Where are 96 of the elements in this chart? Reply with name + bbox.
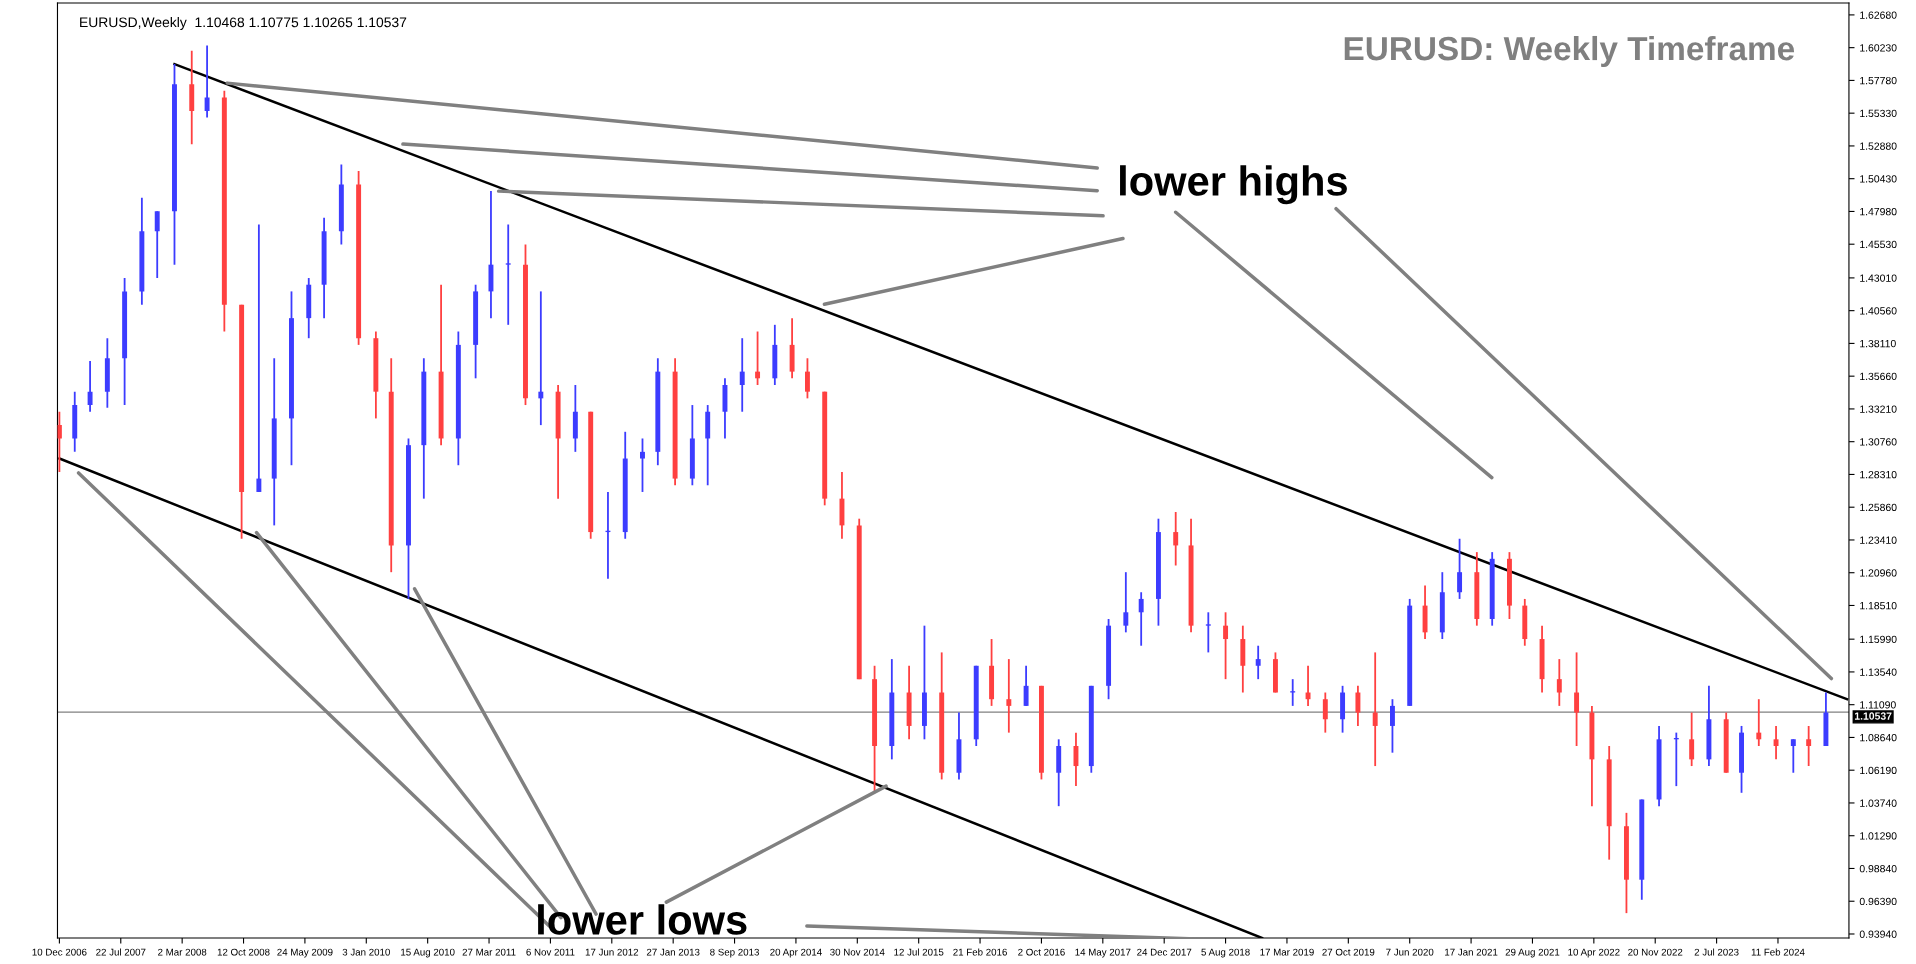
y-tick-label: 1.43010 bbox=[1860, 274, 1897, 282]
x-tick-label: 17 Jan 2021 bbox=[1445, 948, 1498, 956]
y-tick-label: 1.13540 bbox=[1860, 668, 1897, 676]
y-tick-label: 1.52880 bbox=[1860, 142, 1897, 150]
candlestick bbox=[1756, 698, 1762, 747]
x-tick-label: 30 Nov 2014 bbox=[830, 948, 885, 956]
y-tick-label: 1.20960 bbox=[1860, 569, 1897, 577]
annotation: lower highs bbox=[1120, 165, 1347, 205]
candlestick bbox=[204, 44, 210, 119]
candlestick bbox=[1138, 591, 1144, 647]
x-tick-label: 24 May 2009 bbox=[277, 948, 333, 958]
y-tick-label: 1.62680 bbox=[1860, 11, 1897, 19]
candlestick bbox=[739, 337, 745, 413]
y-tick-label: 1.60230 bbox=[1860, 44, 1897, 52]
y-tick-label: 1.55330 bbox=[1860, 109, 1897, 118]
candlestick bbox=[1372, 651, 1378, 767]
x-tick-label: 11 Feb 2024 bbox=[1751, 948, 1805, 956]
candlestick bbox=[1173, 511, 1179, 567]
x-tick-label: 17 Jun 2012 bbox=[585, 948, 639, 956]
x-tick-label: 27 Jan 2013 bbox=[646, 948, 700, 956]
y-tick-label: 0.98840 bbox=[1859, 864, 1897, 873]
candlestick bbox=[804, 357, 810, 400]
y-tick-label: 1.40560 bbox=[1860, 307, 1897, 315]
candlestick bbox=[1556, 658, 1562, 707]
x-tick-label: 10 Apr 2022 bbox=[1568, 948, 1620, 958]
candlestick bbox=[1322, 691, 1328, 734]
candlestick bbox=[1205, 611, 1211, 654]
y-tick-label: 1.15990 bbox=[1860, 635, 1897, 644]
candlestick bbox=[1255, 644, 1261, 681]
x-tick-label: 14 May 2017 bbox=[1075, 948, 1131, 958]
candlestick bbox=[1457, 537, 1463, 600]
y-tick-label: 1.38110 bbox=[1860, 339, 1896, 348]
candlestick bbox=[755, 330, 761, 386]
y-tick-label: 1.01290 bbox=[1860, 832, 1897, 840]
candlestick bbox=[1574, 651, 1580, 747]
x-tick-label: 8 Sep 2013 bbox=[710, 948, 759, 958]
x-tick-label: 22 Jul 2007 bbox=[96, 948, 146, 956]
x-tick-label: 2 Mar 2008 bbox=[158, 948, 207, 956]
candlestick bbox=[538, 290, 544, 427]
x-tick-label: 24 Dec 2017 bbox=[1137, 948, 1192, 956]
y-tick-label: 1.25860 bbox=[1860, 503, 1897, 512]
y-tick-label: 1.33210 bbox=[1860, 405, 1897, 413]
x-tick-label: 10 Dec 2006 bbox=[32, 948, 87, 956]
candlestick bbox=[1355, 684, 1361, 727]
candlestick bbox=[1689, 711, 1695, 767]
x-tick-label: 12 Jul 2015 bbox=[894, 948, 944, 956]
y-tick-label: 1.35660 bbox=[1860, 372, 1897, 381]
x-tick-label: 17 Mar 2019 bbox=[1260, 948, 1314, 956]
candlestick bbox=[256, 223, 262, 493]
y-tick-label: 1.08640 bbox=[1860, 733, 1897, 742]
candlestick bbox=[87, 360, 93, 413]
annotation: EURUSD,Weekly 1.10468 1.10775 1.10265 1.10537 bbox=[80, 17, 407, 30]
y-tick-label: 0.93940 bbox=[1859, 930, 1897, 938]
x-tick-label: 20 Apr 2014 bbox=[770, 948, 822, 958]
x-tick-label: 27 Mar 2011 bbox=[462, 948, 516, 956]
y-tick-label: 1.28310 bbox=[1860, 470, 1897, 479]
candlestick bbox=[1023, 664, 1029, 707]
x-tick-label: 3 Jan 2010 bbox=[342, 948, 390, 956]
y-tick-label: 1.47980 bbox=[1860, 207, 1897, 216]
x-tick-label: 6 Nov 2011 bbox=[526, 948, 575, 956]
candlestick bbox=[1123, 571, 1129, 634]
candlestick bbox=[1389, 698, 1395, 754]
candlestick bbox=[1290, 678, 1296, 707]
y-tick-label: 1.30760 bbox=[1860, 438, 1897, 446]
candlestick bbox=[1790, 738, 1796, 774]
y-tick-label: 1.18510 bbox=[1860, 601, 1897, 610]
y-tick-label: 1.57780 bbox=[1860, 76, 1897, 85]
y-tick-label: 1.23410 bbox=[1860, 536, 1897, 544]
candlestick bbox=[1006, 658, 1012, 734]
x-tick-label: 12 Oct 2008 bbox=[217, 948, 270, 956]
x-tick-label: 29 Aug 2021 bbox=[1505, 948, 1560, 958]
candlestick bbox=[1223, 611, 1229, 681]
y-tick-label: 1.06190 bbox=[1860, 766, 1897, 775]
y-tick-label: 1.03740 bbox=[1860, 799, 1897, 807]
x-tick-label: 27 Oct 2019 bbox=[1322, 948, 1375, 956]
x-tick-label: 7 Jun 2020 bbox=[1386, 948, 1434, 956]
annotation: lower lows bbox=[538, 904, 747, 935]
x-tick-label: 2 Oct 2016 bbox=[1018, 948, 1065, 956]
candlestick bbox=[1073, 731, 1079, 788]
candlestick bbox=[640, 437, 645, 493]
candlestick bbox=[1305, 664, 1311, 707]
candlestick bbox=[1773, 725, 1779, 761]
candlestick bbox=[505, 223, 511, 326]
text: EURUSD: Weekly Timeframe bbox=[1344, 35, 1795, 68]
y-tick-label: 0.96390 bbox=[1859, 897, 1897, 906]
candlestick bbox=[154, 210, 160, 279]
y-tick-label: 1.50430 bbox=[1860, 175, 1897, 183]
ref-line-label: 1.10537 bbox=[1854, 712, 1892, 720]
x-tick-label: 5 Aug 2018 bbox=[1201, 948, 1250, 958]
x-tick-label: 15 Aug 2010 bbox=[401, 948, 455, 958]
x-tick-label: 20 Nov 2022 bbox=[1628, 948, 1683, 956]
y-tick-label: 1.11090 bbox=[1860, 701, 1896, 709]
candlestick bbox=[1806, 725, 1812, 767]
x-tick-label: 21 Feb 2016 bbox=[953, 948, 1007, 956]
x-tick-label: 2 Jul 2023 bbox=[1694, 948, 1739, 956]
y-tick-label: 1.45530 bbox=[1860, 240, 1897, 249]
